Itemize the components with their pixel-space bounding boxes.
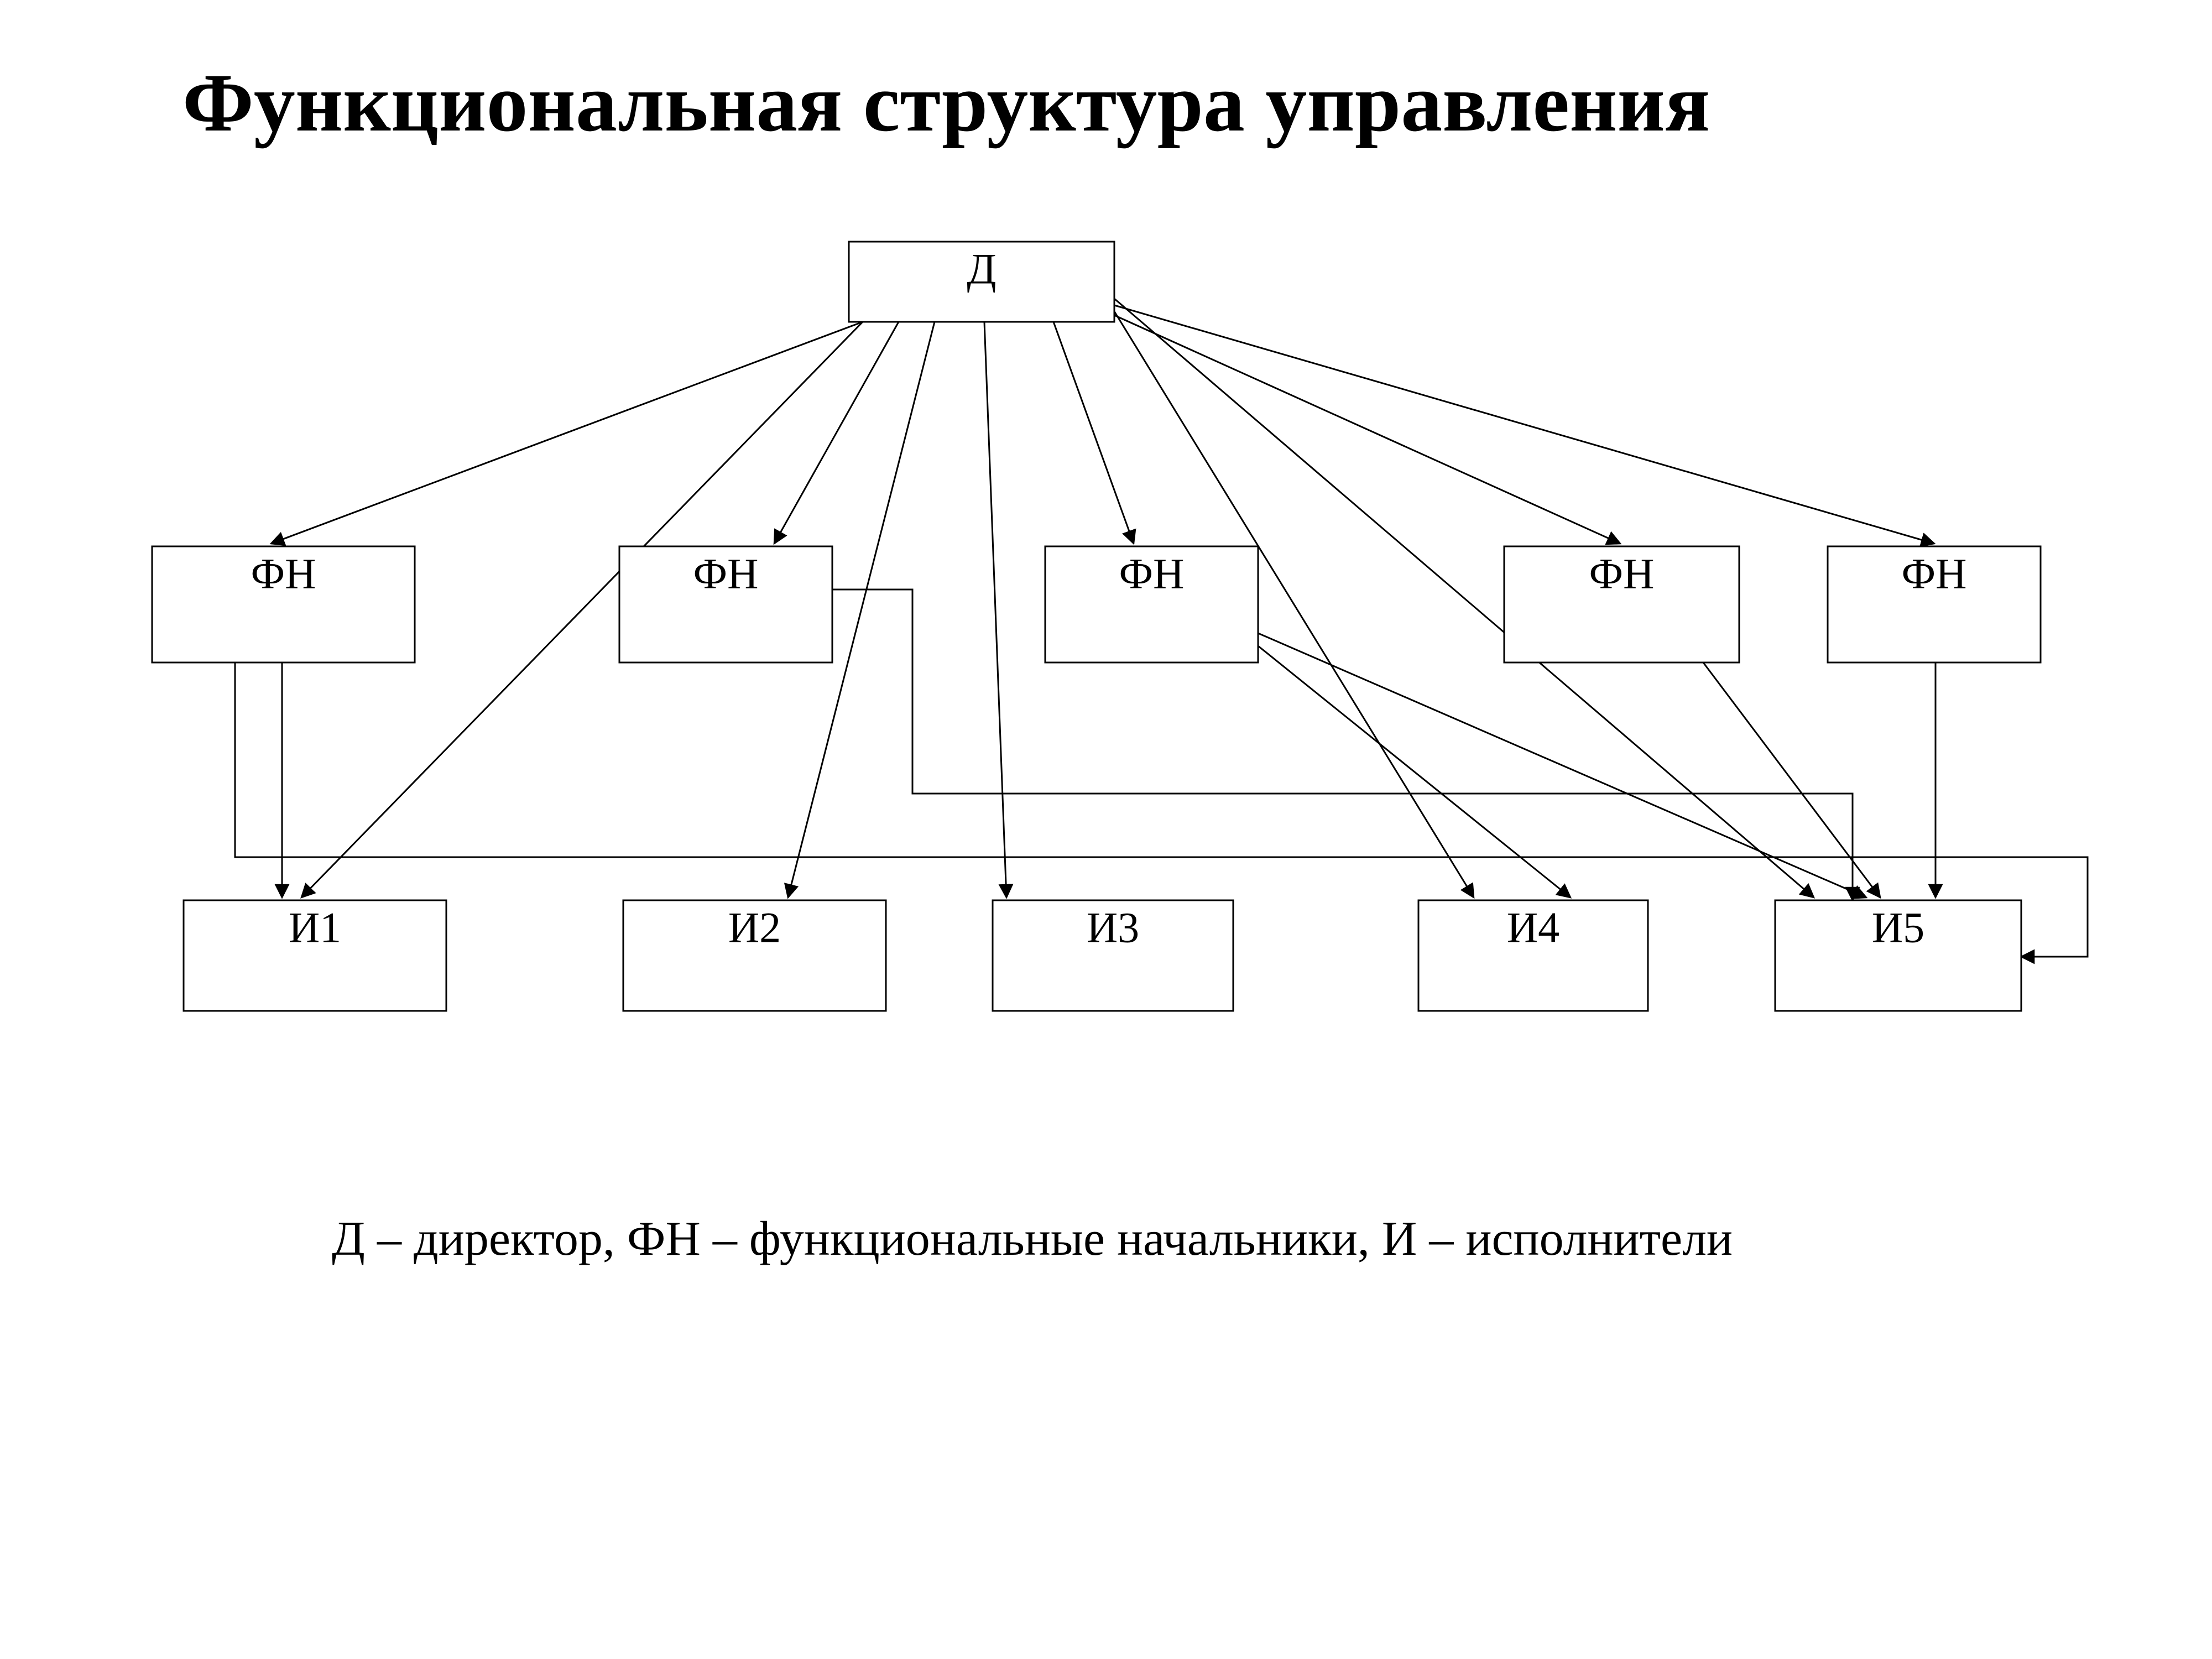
node-I5: И5: [1775, 900, 2021, 1011]
svg-text:ФН: ФН: [693, 549, 759, 597]
svg-text:И1: И1: [289, 903, 341, 951]
node-FN5: ФН: [1828, 546, 2041, 662]
diagram-legend: Д – директор, ФН – функциональные началь…: [332, 1211, 1733, 1267]
node-FN4: ФН: [1504, 546, 1739, 662]
node-I4: И4: [1418, 900, 1648, 1011]
svg-text:ФН: ФН: [251, 549, 316, 597]
svg-text:ФН: ФН: [1589, 549, 1655, 597]
svg-text:ФН: ФН: [1119, 549, 1185, 597]
edge-FN3-I4: [1258, 646, 1571, 898]
edge-D-I3: [984, 322, 1006, 898]
node-I1: И1: [184, 900, 446, 1011]
edge-FN4-I5: [1703, 662, 1880, 898]
node-FN1: ФН: [152, 546, 415, 662]
node-I2: И2: [623, 900, 886, 1011]
svg-text:Д: Д: [967, 244, 996, 293]
svg-text:И5: И5: [1872, 903, 1924, 951]
node-FN3: ФН: [1045, 546, 1258, 662]
node-I3: И3: [993, 900, 1233, 1011]
edge-D-FN2: [774, 322, 899, 544]
svg-text:И3: И3: [1087, 903, 1139, 951]
svg-text:ФН: ФН: [1902, 549, 1967, 597]
edge-D-FN1: [271, 322, 863, 544]
svg-text:И2: И2: [728, 903, 781, 951]
svg-text:И4: И4: [1507, 903, 1559, 951]
node-FN2: ФН: [619, 546, 832, 662]
node-D: Д: [849, 242, 1114, 322]
edge-D-FN3: [1053, 322, 1134, 544]
edge-D-FN5: [1114, 305, 1934, 544]
org-chart-diagram: Д ФН ФН ФН ФН ФН И1 И2 И3 И4 И5: [0, 0, 2212, 1659]
